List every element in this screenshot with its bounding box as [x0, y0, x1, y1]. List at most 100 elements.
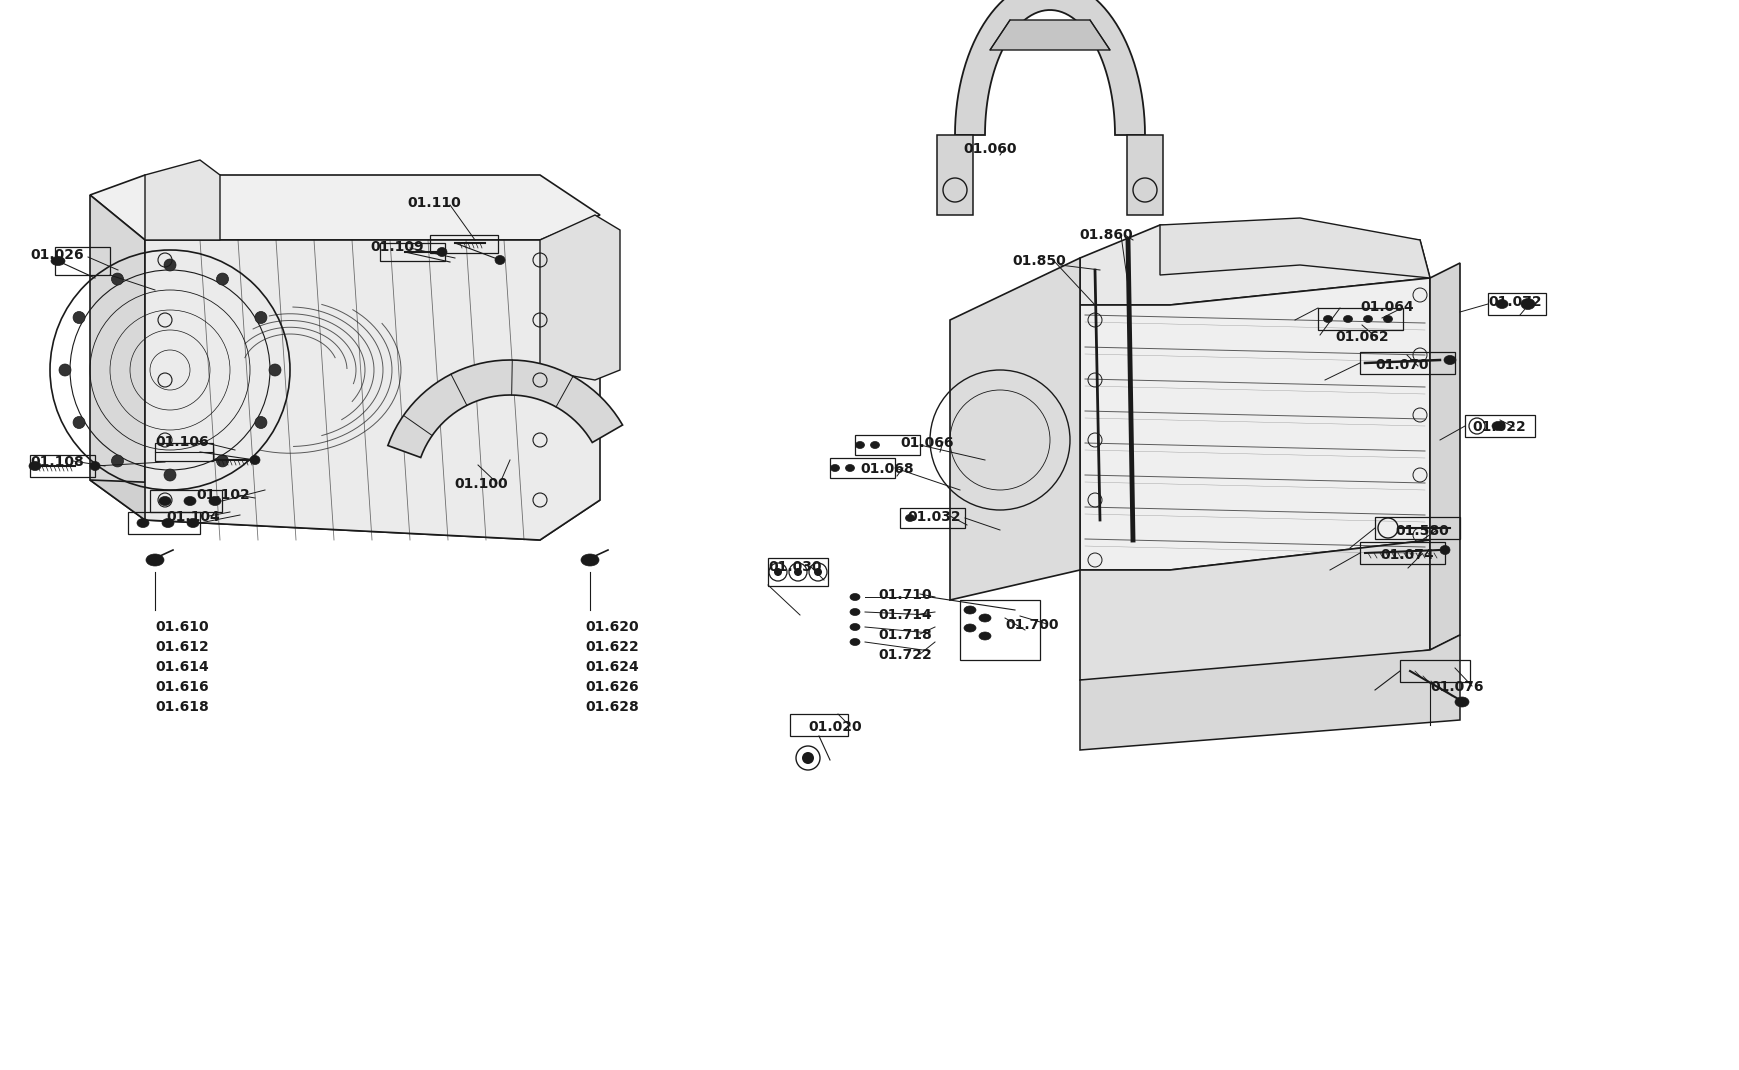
Text: 01.066: 01.066: [899, 435, 953, 450]
Polygon shape: [1080, 635, 1459, 750]
Bar: [1464, 415, 1534, 437]
Ellipse shape: [979, 632, 991, 640]
Polygon shape: [937, 135, 972, 215]
Text: 01.109: 01.109: [370, 240, 423, 254]
Text: 01.026: 01.026: [30, 248, 83, 262]
Ellipse shape: [1454, 697, 1468, 707]
Ellipse shape: [184, 496, 197, 505]
Bar: [790, 714, 847, 736]
Text: 01.612: 01.612: [155, 640, 209, 654]
Text: 01.060: 01.060: [962, 142, 1016, 156]
Ellipse shape: [162, 519, 174, 528]
Ellipse shape: [1323, 316, 1332, 322]
Bar: [1360, 542, 1443, 564]
Text: 01.610: 01.610: [155, 620, 209, 635]
Circle shape: [256, 311, 266, 323]
Ellipse shape: [830, 464, 838, 472]
Bar: [899, 508, 965, 528]
Bar: [1360, 352, 1454, 374]
Text: 01.628: 01.628: [584, 700, 638, 714]
Ellipse shape: [436, 247, 447, 257]
Text: 01.022: 01.022: [1471, 421, 1525, 434]
Bar: [150, 490, 223, 513]
Ellipse shape: [1490, 422, 1502, 430]
Circle shape: [73, 416, 85, 428]
Text: 01.860: 01.860: [1078, 228, 1132, 242]
Ellipse shape: [137, 519, 150, 528]
Circle shape: [111, 455, 123, 467]
Polygon shape: [989, 20, 1109, 50]
Text: 01.032: 01.032: [906, 510, 960, 524]
Text: 01.020: 01.020: [807, 720, 861, 734]
Text: 01.062: 01.062: [1334, 330, 1388, 343]
Text: 01.718: 01.718: [878, 628, 930, 642]
Text: 01.104: 01.104: [165, 510, 219, 524]
Bar: [129, 513, 200, 534]
Ellipse shape: [979, 614, 991, 622]
Text: 01.070: 01.070: [1374, 358, 1428, 372]
Polygon shape: [90, 480, 600, 540]
Text: 01.580: 01.580: [1395, 524, 1449, 538]
Circle shape: [163, 469, 176, 482]
Bar: [379, 243, 445, 261]
Text: 01.102: 01.102: [197, 488, 250, 502]
Ellipse shape: [870, 442, 878, 448]
Bar: [1374, 517, 1459, 539]
Polygon shape: [949, 258, 1080, 600]
Polygon shape: [1127, 135, 1162, 215]
Ellipse shape: [850, 594, 859, 600]
Bar: [767, 557, 828, 586]
Text: 01.076: 01.076: [1429, 681, 1483, 694]
Ellipse shape: [963, 606, 976, 614]
Ellipse shape: [1443, 355, 1456, 365]
Ellipse shape: [850, 624, 859, 630]
Text: 01.072: 01.072: [1487, 295, 1541, 309]
Ellipse shape: [90, 461, 99, 471]
Ellipse shape: [1343, 316, 1351, 322]
Text: 01.700: 01.700: [1005, 618, 1057, 632]
Text: 01.110: 01.110: [407, 196, 461, 210]
Polygon shape: [144, 240, 600, 540]
Ellipse shape: [494, 256, 504, 264]
Polygon shape: [1080, 540, 1429, 681]
Circle shape: [111, 273, 123, 285]
Polygon shape: [1080, 225, 1429, 305]
Bar: [1487, 293, 1546, 315]
Ellipse shape: [30, 461, 42, 471]
Ellipse shape: [158, 496, 170, 505]
Ellipse shape: [186, 519, 198, 528]
Ellipse shape: [845, 464, 854, 472]
Ellipse shape: [1496, 300, 1508, 308]
Circle shape: [163, 259, 176, 271]
Bar: [1316, 308, 1402, 330]
Ellipse shape: [963, 624, 976, 632]
Bar: [30, 455, 96, 477]
Text: 01.622: 01.622: [584, 640, 638, 654]
Text: 01.100: 01.100: [454, 477, 508, 491]
Circle shape: [270, 364, 280, 376]
Ellipse shape: [50, 257, 64, 265]
Text: 01.618: 01.618: [155, 700, 209, 714]
Polygon shape: [144, 160, 219, 240]
Ellipse shape: [209, 496, 221, 505]
Text: 01.710: 01.710: [878, 588, 930, 602]
Bar: [830, 458, 894, 478]
Text: 01.714: 01.714: [878, 608, 930, 622]
Circle shape: [216, 273, 228, 285]
Polygon shape: [539, 215, 619, 380]
Polygon shape: [388, 360, 623, 458]
Circle shape: [802, 752, 814, 764]
Text: 01.850: 01.850: [1012, 254, 1066, 268]
Polygon shape: [1429, 263, 1459, 649]
Text: 01.030: 01.030: [767, 560, 821, 574]
Circle shape: [216, 455, 228, 467]
Text: 01.620: 01.620: [584, 620, 638, 635]
Text: 01.074: 01.074: [1379, 548, 1433, 562]
Polygon shape: [955, 0, 1144, 135]
Bar: [56, 247, 110, 275]
Ellipse shape: [1383, 316, 1391, 322]
Polygon shape: [90, 175, 600, 240]
Text: 01.626: 01.626: [584, 681, 638, 694]
Text: 01.616: 01.616: [155, 681, 209, 694]
Bar: [430, 235, 497, 253]
